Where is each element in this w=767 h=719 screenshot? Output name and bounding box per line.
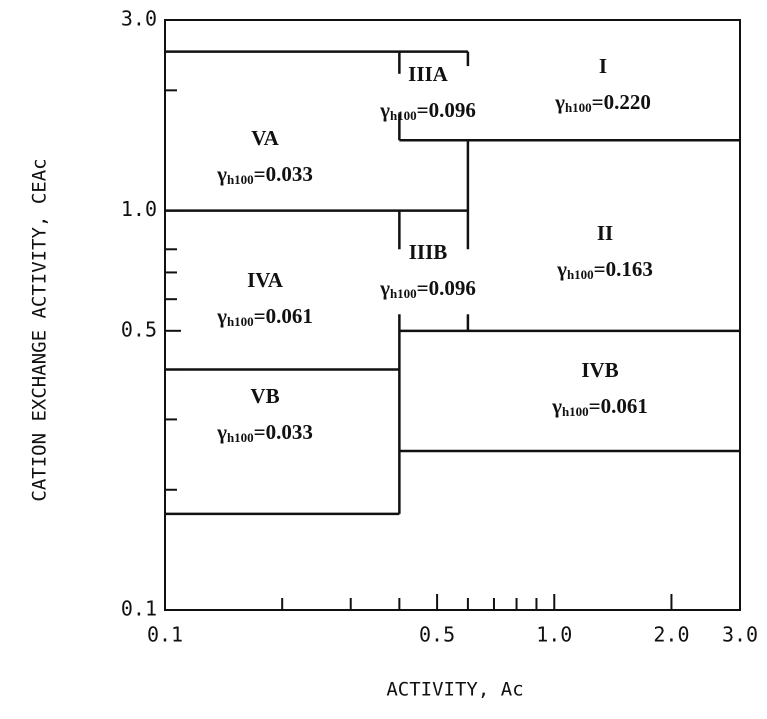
gamma-value: =0.033 [254, 162, 313, 186]
region-name: VB [250, 384, 279, 408]
gamma-value: =0.061 [589, 394, 648, 418]
gamma-value: =0.163 [594, 257, 653, 281]
x-tick-label: 3.0 [722, 623, 758, 647]
gamma-value: =0.061 [254, 304, 313, 328]
x-tick-label: 1.0 [536, 623, 572, 647]
gamma-symbol: γ [379, 276, 390, 300]
x-axis-label: ACTIVITY, Ac [386, 679, 523, 701]
plot-frame [164, 19, 741, 611]
x-tick-label: 0.5 [419, 623, 455, 647]
gamma-subscript: h100 [567, 267, 594, 282]
region-name: IVB [581, 358, 618, 382]
gamma-subscript: h100 [227, 172, 254, 187]
x-tick-label: 0.1 [147, 623, 183, 647]
region-gamma: γh100=0.033 [216, 420, 313, 445]
gamma-subscript: h100 [565, 100, 592, 115]
region-gamma: γh100=0.061 [216, 304, 313, 329]
gamma-symbol: γ [551, 394, 562, 418]
region-name: IIIA [408, 62, 449, 86]
y-axis-label: CATION EXCHANGE ACTIVITY, CEAc [29, 158, 51, 501]
y-tick-label: 1.0 [121, 197, 157, 221]
y-tick-label: 3.0 [121, 7, 157, 31]
region-name: II [597, 221, 613, 245]
gamma-symbol: γ [216, 304, 227, 328]
gamma-subscript: h100 [227, 314, 254, 329]
gamma-subscript: h100 [390, 286, 417, 301]
gamma-symbol: γ [216, 420, 227, 444]
region-gamma: γh100=0.096 [379, 276, 476, 301]
gamma-value: =0.033 [254, 420, 313, 444]
region-name: VA [251, 126, 279, 150]
gamma-subscript: h100 [227, 430, 254, 445]
gamma-value: =0.096 [417, 276, 476, 300]
region-gamma: γh100=0.220 [554, 90, 651, 115]
gamma-symbol: γ [556, 257, 567, 281]
gamma-symbol: γ [554, 90, 565, 114]
gamma-value: =0.220 [592, 90, 651, 114]
gamma-symbol: γ [379, 98, 390, 122]
region-gamma: γh100=0.163 [556, 257, 653, 282]
region-gamma: γh100=0.096 [379, 98, 476, 123]
y-tick-label: 0.5 [121, 317, 157, 341]
y-tick-label: 0.1 [121, 597, 157, 621]
region-name: IVA [247, 268, 284, 292]
region-name: IIIB [409, 240, 448, 264]
region-gamma: γh100=0.033 [216, 162, 313, 187]
region-gamma: γh100=0.061 [551, 394, 648, 419]
region-name: I [599, 54, 607, 78]
gamma-subscript: h100 [390, 108, 417, 123]
x-tick-label: 2.0 [653, 623, 689, 647]
gamma-subscript: h100 [562, 404, 589, 419]
gamma-value: =0.096 [417, 98, 476, 122]
gamma-symbol: γ [216, 162, 227, 186]
